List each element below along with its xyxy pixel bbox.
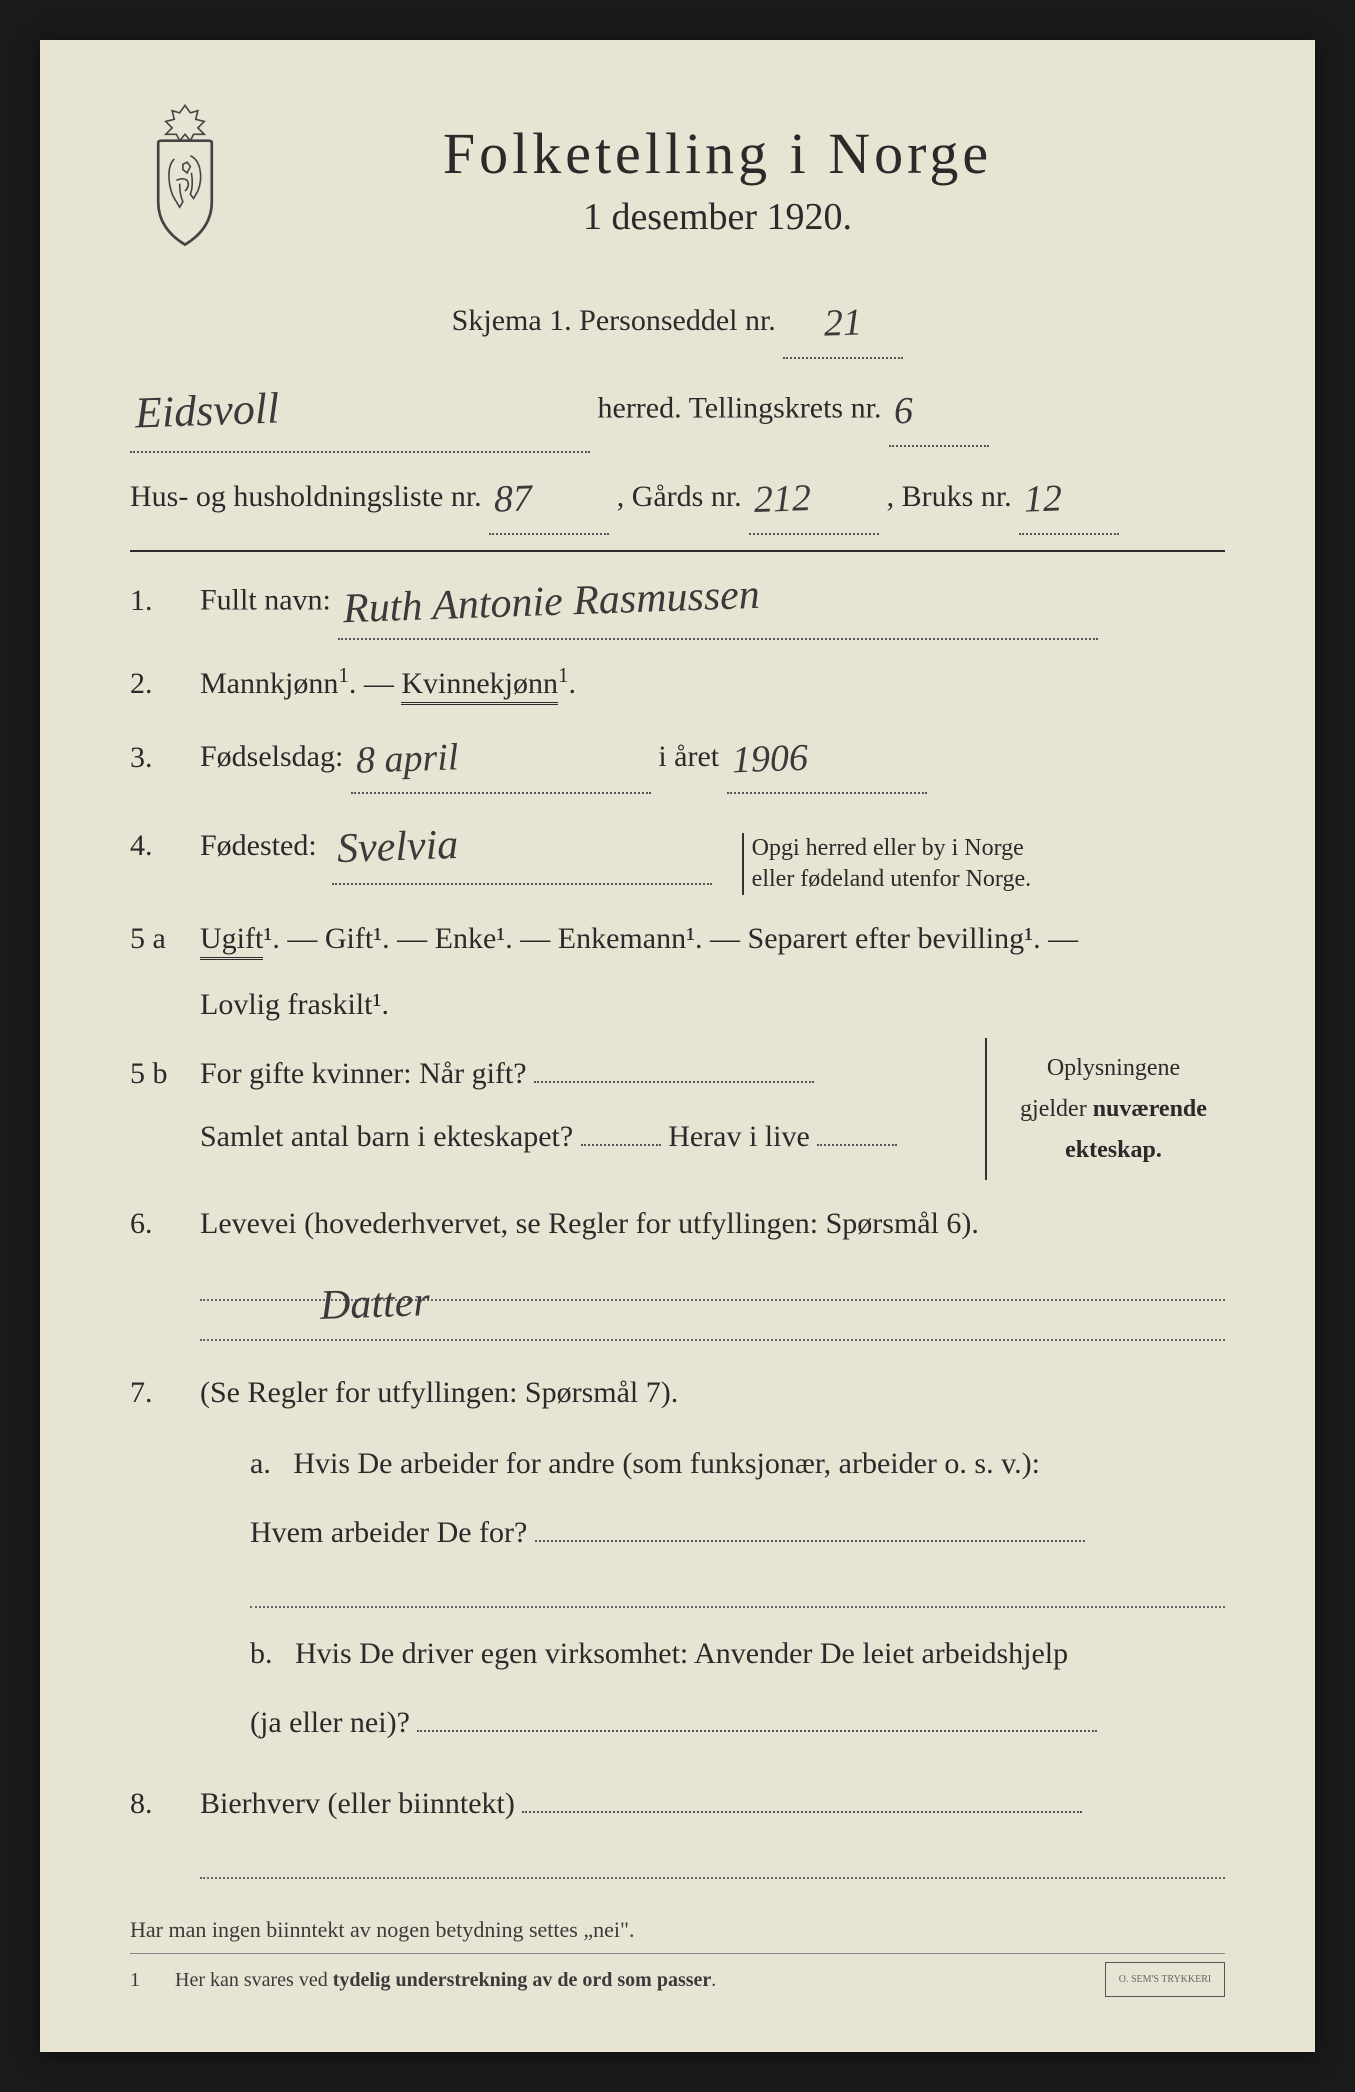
divider [130, 550, 1225, 552]
tellingskrets-value: 6 [893, 376, 914, 445]
item-2-num: 2. [130, 667, 180, 701]
census-document: Folketelling i Norge 1 desember 1920. Sk… [40, 40, 1315, 2052]
document-header: Folketelling i Norge 1 desember 1920. [130, 120, 1225, 269]
item-7b-num: b. [250, 1637, 273, 1670]
item-5a-line2: Lovlig fraskilt¹. [200, 988, 389, 1021]
item-1-value: Ruth Antonie Rasmussen [342, 560, 761, 646]
item-2-kvinne: Kvinnekjønn [401, 667, 558, 705]
item-5b-note: Oplysningene gjelder nuværende ekteskap. [985, 1038, 1225, 1180]
husliste-value: 87 [493, 464, 533, 534]
personseddel-value: 21 [823, 288, 863, 358]
item-5a-num: 5 a [130, 922, 180, 956]
item-6-label: Levevei (hovederhvervet, se Regler for u… [200, 1207, 979, 1240]
bruks-label: , Bruks nr. [887, 480, 1012, 513]
item-5b-note-1: Oplysningene [1047, 1055, 1180, 1081]
item-7: 7. (Se Regler for utfyllingen: Spørsmål … [130, 1367, 1225, 1760]
item-2: 2. Mannkjønn1. — Kvinnekjønn1. [130, 658, 1225, 709]
item-5a-options: Ugift¹. — Gift¹. — Enke¹. — Enkemann¹. —… [200, 922, 1078, 960]
item-6: 6. Levevei (hovederhvervet, se Regler fo… [130, 1198, 1225, 1349]
item-5b-note-3: ekteskap. [1065, 1137, 1162, 1163]
item-6-value: Datter [319, 1267, 431, 1342]
item-4: 4. Fødested: Svelvia Opgi herred eller b… [130, 812, 1225, 895]
item-8-num: 8. [130, 1787, 180, 1821]
item-7a-line2: Hvem arbeider De for? [250, 1516, 527, 1549]
bruks-value: 12 [1023, 464, 1063, 534]
item-4-note-1: Opgi herred eller by i Norge [752, 835, 1024, 861]
item-4-note-2: eller fødeland utenfor Norge. [752, 866, 1031, 892]
item-1: 1. Fullt navn: Ruth Antonie Rasmussen [130, 567, 1225, 640]
item-3-label: Fødselsdag: [200, 741, 343, 774]
item-6-num: 6. [130, 1207, 180, 1241]
skjema-label: Skjema 1. Personseddel nr. [452, 304, 776, 337]
item-2-end: . [568, 667, 576, 700]
husliste-line: Hus- og husholdningsliste nr. 87 , Gårds… [130, 465, 1225, 535]
item-4-label: Fødested: [200, 820, 317, 871]
footnote-1: Har man ingen biinntekt av nogen betydni… [130, 1917, 1225, 1943]
item-5b-label3: Herav i live [668, 1120, 810, 1153]
item-3-day: 8 april [355, 726, 460, 794]
item-7b-line2: (ja eller nei)? [250, 1706, 410, 1739]
main-title: Folketelling i Norge [210, 120, 1225, 187]
item-3: 3. Fødselsdag: 8 april i året 1906 [130, 727, 1225, 794]
herred-line: Eidsvoll herred. Tellingskrets nr. 6 [130, 371, 1225, 452]
herred-label: herred. Tellingskrets nr. [598, 392, 882, 425]
herred-value: Eidsvoll [134, 369, 281, 453]
item-4-value: Svelvia [335, 810, 459, 886]
subtitle: 1 desember 1920. [210, 195, 1225, 239]
item-2-sep: . — [349, 667, 402, 700]
item-1-num: 1. [130, 584, 180, 618]
item-8-label: Bierhverv (eller biinntekt) [200, 1787, 515, 1820]
footnote-2-text: Her kan svares ved tydelig understreknin… [175, 1969, 716, 1991]
thin-divider [130, 1953, 1225, 1954]
footnote-2: 1 Her kan svares ved tydelig understrekn… [130, 1969, 1225, 1992]
printer-stamp: O. SEM'S TRYKKERI [1105, 1962, 1225, 1997]
item-7-label: (Se Regler for utfyllingen: Spørsmål 7). [200, 1376, 678, 1409]
item-5a: 5 a Ugift¹. — Gift¹. — Enke¹. — Enkemann… [130, 913, 1225, 1030]
item-3-year: 1906 [731, 726, 809, 793]
item-5b-label2: Samlet antal barn i ekteskapet? [200, 1120, 573, 1153]
husliste-label: Hus- og husholdningsliste nr. [130, 480, 482, 513]
item-5b-num: 5 b [130, 1057, 180, 1091]
item-5b-label1: For gifte kvinner: Når gift? [200, 1057, 527, 1090]
item-5b: 5 b Oplysningene gjelder nuværende ektes… [130, 1048, 1225, 1180]
item-7a-line1: Hvis De arbeider for andre (som funksjon… [293, 1447, 1040, 1480]
item-3-year-label: i året [658, 741, 719, 774]
item-2-sup-b: 1 [558, 663, 569, 687]
gards-label: , Gårds nr. [617, 480, 742, 513]
item-5b-note-2: gjelder nuværende [1020, 1096, 1207, 1122]
item-4-note: Opgi herred eller by i Norge eller fødel… [742, 833, 1031, 895]
item-7-num: 7. [130, 1376, 180, 1410]
item-7b-line1: Hvis De driver egen virksomhet: Anvender… [295, 1637, 1068, 1670]
item-7a-num: a. [250, 1447, 271, 1480]
skjema-line: Skjema 1. Personseddel nr. 21 [130, 289, 1225, 359]
item-2-sup-a: 1 [338, 663, 349, 687]
item-3-num: 3. [130, 741, 180, 775]
item-1-label: Fullt navn: [200, 584, 331, 617]
item-2-mann: Mannkjønn [200, 667, 338, 700]
item-4-num: 4. [130, 829, 180, 863]
gards-value: 212 [753, 464, 812, 534]
item-8: 8. Bierhverv (eller biinntekt) [130, 1778, 1225, 1887]
footnote-2-num: 1 [130, 1969, 140, 1991]
title-block: Folketelling i Norge 1 desember 1920. [210, 120, 1225, 269]
